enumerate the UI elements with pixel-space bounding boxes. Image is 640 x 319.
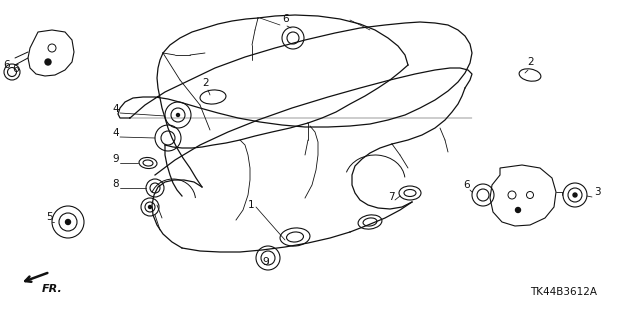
Circle shape	[515, 207, 520, 212]
Text: 2: 2	[202, 78, 209, 88]
Text: 9: 9	[262, 257, 269, 267]
Circle shape	[65, 219, 70, 225]
Text: FR.: FR.	[42, 284, 63, 294]
Text: 2: 2	[527, 57, 534, 67]
Text: 7: 7	[388, 192, 395, 202]
Text: 5: 5	[46, 212, 52, 222]
Text: 6: 6	[463, 180, 470, 190]
Text: 6: 6	[282, 14, 289, 24]
Text: 4: 4	[112, 128, 118, 138]
Text: 1: 1	[248, 200, 255, 210]
Text: 6: 6	[3, 60, 10, 70]
Circle shape	[573, 193, 577, 197]
Text: 9: 9	[112, 154, 118, 164]
Circle shape	[148, 205, 152, 209]
Text: 6: 6	[12, 64, 19, 74]
Text: 8: 8	[112, 179, 118, 189]
Text: 4: 4	[112, 104, 118, 114]
Circle shape	[177, 114, 179, 116]
Text: 3: 3	[594, 187, 600, 197]
Text: TK44B3612A: TK44B3612A	[530, 287, 597, 297]
Circle shape	[45, 59, 51, 65]
